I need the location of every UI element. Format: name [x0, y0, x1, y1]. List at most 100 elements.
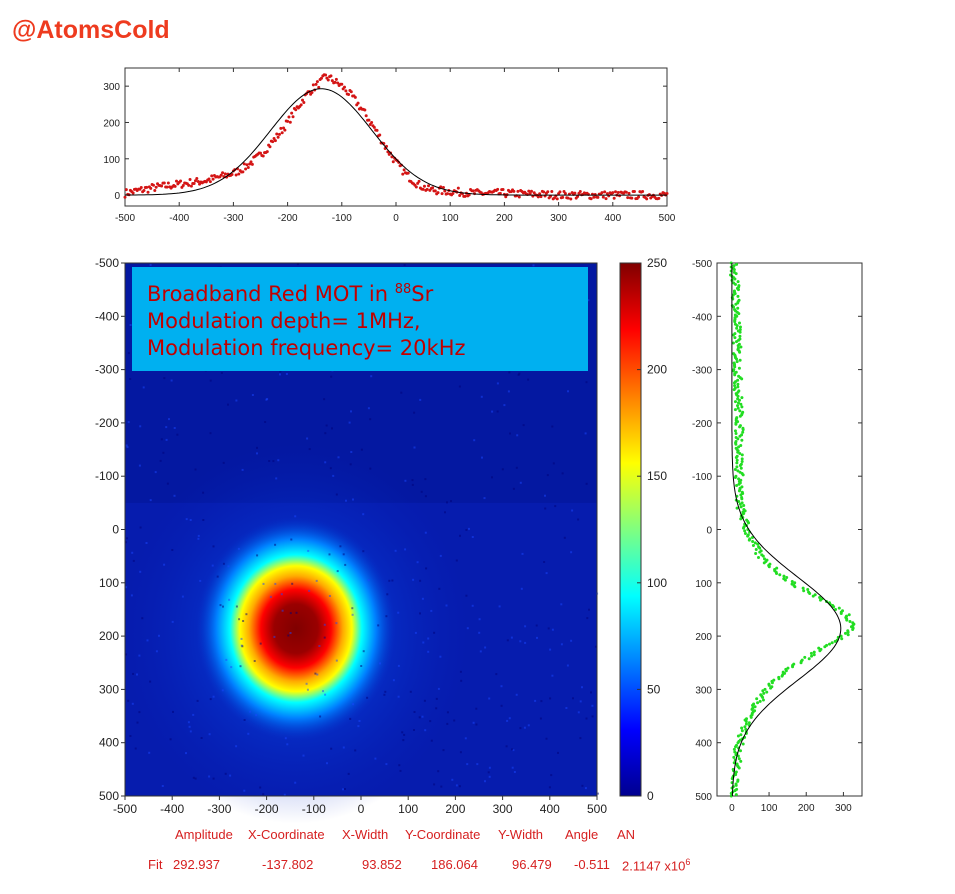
fit-header-an: AN: [617, 827, 636, 842]
y-profile-point: [740, 460, 744, 464]
image-noise-pixel: [138, 711, 141, 714]
fit-value-amplitude: 292.937: [173, 857, 220, 872]
annotation-line-1: Broadband Red MOT in 88Sr: [147, 276, 588, 308]
image-noise-pixel: [347, 772, 350, 775]
y-profile-point: [783, 578, 787, 582]
x-profile-fit-curve: [125, 88, 667, 196]
x-profile-point: [333, 80, 337, 84]
image-noise-pixel: [491, 476, 493, 479]
x-profile-point: [422, 184, 426, 188]
image-noise-pixel: [476, 763, 479, 766]
x-profile-point: [573, 191, 577, 195]
x-profile-point: [151, 183, 155, 187]
image-noise-pixel: [323, 623, 326, 626]
image-noise-pixel: [125, 653, 128, 656]
image-noise-pixel: [335, 622, 338, 625]
image-noise-pixel: [344, 563, 347, 566]
y-profile-point: [740, 396, 744, 400]
image-noise-pixel: [420, 490, 423, 493]
x-profile-point: [512, 189, 516, 193]
image-noise-pixel: [442, 749, 445, 752]
image-noise-pixel: [197, 537, 200, 540]
image-noise-pixel: [239, 665, 242, 668]
x-profile-point: [291, 115, 295, 119]
y-profile-point: [733, 373, 737, 377]
image-noise-pixel: [255, 714, 258, 717]
y-profile-point: [839, 611, 843, 615]
x-profile-point: [431, 186, 435, 190]
image-noise-pixel: [221, 689, 224, 692]
image-noise-pixel: [330, 375, 333, 378]
image-noise-pixel: [216, 575, 219, 578]
x-profile-point: [314, 82, 318, 86]
image-noise-pixel: [173, 427, 176, 429]
image-noise-pixel: [560, 603, 563, 606]
y-profile-point: [762, 691, 766, 695]
image-noise-pixel: [465, 594, 468, 597]
y-profile-point: [733, 277, 737, 281]
image-noise-pixel: [287, 634, 290, 637]
x-profile-xtick-label: 400: [604, 213, 621, 224]
image-xtick-label: 500: [587, 802, 607, 816]
image-noise-pixel: [411, 479, 414, 482]
x-profile-point: [189, 184, 193, 188]
image-noise-pixel: [466, 763, 469, 766]
y-profile-point: [846, 633, 850, 637]
y-profile-point: [750, 535, 754, 539]
x-profile-point: [336, 81, 340, 85]
image-noise-pixel: [409, 690, 412, 693]
image-noise-pixel: [430, 609, 433, 612]
image-noise-pixel: [422, 641, 425, 644]
image-noise-pixel: [498, 605, 501, 608]
image-noise-pixel: [130, 594, 133, 597]
y-profile-point: [734, 745, 738, 749]
x-profile-point: [154, 185, 158, 189]
x-profile-point: [372, 125, 376, 129]
x-profile-point: [139, 185, 143, 189]
image-noise-pixel: [511, 748, 514, 751]
image-noise-pixel: [308, 589, 311, 592]
y-profile-point: [761, 698, 765, 702]
y-profile-point: [762, 561, 766, 565]
y-profile-point: [833, 639, 837, 643]
colorbar-tick-label: 250: [647, 256, 667, 270]
image-noise-pixel: [163, 377, 166, 380]
image-xtick-label: 200: [445, 802, 465, 816]
image-noise-pixel: [509, 432, 511, 435]
x-profile-ytick-label: 0: [114, 191, 120, 202]
x-profile-point: [149, 186, 153, 190]
image-noise-pixel: [412, 578, 415, 581]
image-noise-pixel: [430, 739, 433, 742]
image-noise-pixel: [136, 721, 139, 724]
image-noise-pixel: [506, 719, 509, 722]
y-profile-point: [778, 573, 782, 577]
x-profile-xtick-label: -100: [332, 213, 352, 224]
y-profile-point: [739, 444, 743, 448]
image-ytick-label: 500: [99, 789, 119, 803]
image-noise-pixel: [129, 735, 132, 737]
image-noise-pixel: [579, 700, 582, 703]
image-noise-pixel: [162, 451, 165, 454]
image-noise-pixel: [451, 778, 454, 781]
x-profile-point: [287, 115, 291, 119]
image-ytick-label: -400: [95, 309, 119, 323]
x-profile-point: [283, 128, 287, 132]
y-profile-point: [756, 542, 760, 546]
image-noise-pixel: [413, 729, 415, 731]
watermark-label: @AtomsCold: [12, 16, 170, 44]
x-profile-point: [279, 126, 283, 130]
y-profile-point: [811, 594, 815, 598]
image-noise-pixel: [552, 462, 555, 465]
image-noise-pixel: [523, 726, 526, 729]
image-noise-pixel: [437, 770, 440, 773]
y-profile-point: [823, 645, 827, 649]
x-profile-point: [527, 189, 531, 193]
image-noise-pixel: [399, 769, 402, 772]
x-profile-point: [265, 150, 269, 154]
image-noise-pixel: [418, 716, 421, 719]
image-noise-pixel: [253, 660, 256, 662]
fit-header-y-coordinate: Y-Coordinate: [405, 827, 481, 842]
image-noise-pixel: [272, 460, 275, 463]
image-noise-pixel: [585, 717, 588, 720]
image-noise-pixel: [503, 404, 506, 407]
